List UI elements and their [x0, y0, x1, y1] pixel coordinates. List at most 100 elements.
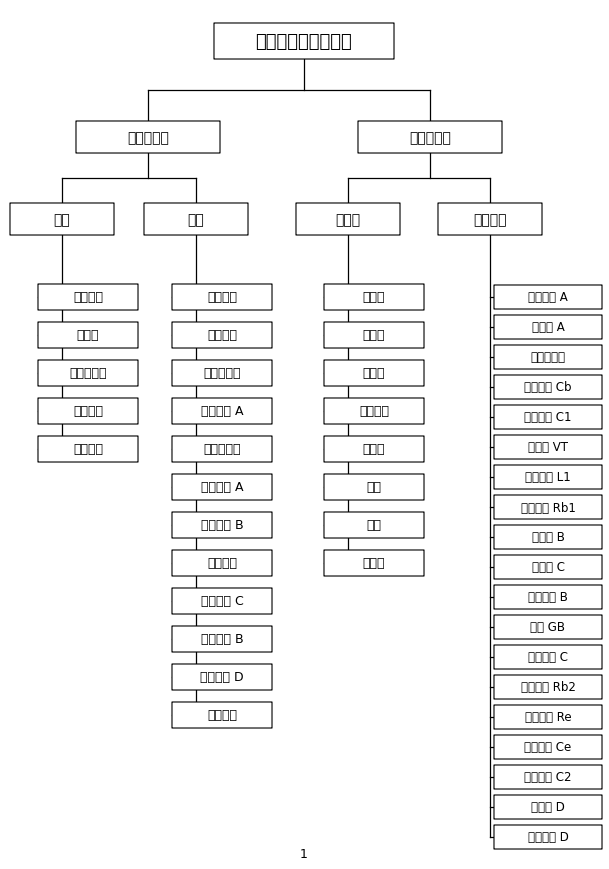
FancyBboxPatch shape	[38, 399, 138, 425]
Text: 导线孔: 导线孔	[77, 329, 99, 342]
Text: 线路板: 线路板	[363, 329, 385, 342]
Text: 顶层弹簧片: 顶层弹簧片	[203, 367, 241, 380]
Text: 螺孔: 螺孔	[367, 481, 381, 494]
FancyBboxPatch shape	[172, 399, 272, 425]
FancyBboxPatch shape	[172, 702, 272, 728]
FancyBboxPatch shape	[494, 795, 602, 819]
FancyBboxPatch shape	[172, 513, 272, 539]
FancyBboxPatch shape	[494, 586, 602, 609]
FancyBboxPatch shape	[494, 406, 602, 429]
Text: 开关垫台: 开关垫台	[359, 405, 389, 418]
Text: 电解电容 C2: 电解电容 C2	[524, 771, 572, 784]
Text: 发生器电路: 发生器电路	[409, 131, 451, 145]
FancyBboxPatch shape	[324, 361, 424, 387]
Text: 紧固螺钉 A: 紧固螺钉 A	[201, 405, 243, 418]
Text: 负极导线: 负极导线	[207, 709, 237, 721]
Text: 内扣圈: 内扣圈	[363, 557, 385, 570]
FancyBboxPatch shape	[144, 203, 248, 235]
FancyBboxPatch shape	[214, 24, 394, 60]
FancyBboxPatch shape	[324, 322, 424, 348]
FancyBboxPatch shape	[324, 436, 424, 462]
FancyBboxPatch shape	[172, 474, 272, 501]
Text: 底板螺钉 A: 底板螺钉 A	[528, 291, 568, 304]
FancyBboxPatch shape	[494, 735, 602, 760]
FancyBboxPatch shape	[494, 675, 602, 700]
FancyBboxPatch shape	[172, 664, 272, 690]
Text: 接线柱 B: 接线柱 B	[532, 531, 565, 544]
FancyBboxPatch shape	[494, 825, 602, 849]
FancyBboxPatch shape	[494, 466, 602, 489]
FancyBboxPatch shape	[324, 399, 424, 425]
Text: 耦合电感器: 耦合电感器	[530, 351, 566, 364]
Text: 电子元件: 电子元件	[473, 213, 507, 227]
Text: 1: 1	[300, 847, 308, 860]
FancyBboxPatch shape	[494, 286, 602, 309]
FancyBboxPatch shape	[38, 285, 138, 310]
Text: 限位螺钉 B: 限位螺钉 B	[201, 519, 244, 532]
Text: 底板螺钉 B: 底板螺钉 B	[528, 591, 568, 604]
FancyBboxPatch shape	[494, 646, 602, 669]
FancyBboxPatch shape	[38, 361, 138, 387]
Text: 拨块孔: 拨块孔	[363, 443, 385, 456]
Text: 接线柱 A: 接线柱 A	[532, 322, 565, 334]
FancyBboxPatch shape	[296, 203, 400, 235]
Text: 电路板: 电路板	[336, 213, 361, 227]
FancyBboxPatch shape	[324, 285, 424, 310]
FancyBboxPatch shape	[324, 474, 424, 501]
FancyBboxPatch shape	[494, 615, 602, 640]
FancyBboxPatch shape	[38, 436, 138, 462]
FancyBboxPatch shape	[172, 285, 272, 310]
FancyBboxPatch shape	[494, 315, 602, 340]
Text: 限位螺钉 D: 限位螺钉 D	[200, 671, 244, 684]
Text: 晶体管 VT: 晶体管 VT	[528, 441, 568, 454]
Text: 底层弹簧片: 底层弹簧片	[203, 443, 241, 456]
Text: 扣槽: 扣槽	[367, 519, 381, 532]
FancyBboxPatch shape	[494, 495, 602, 520]
Text: 底板螺钉 D: 底板螺钉 D	[527, 831, 568, 844]
Text: 电路图: 电路图	[363, 291, 385, 304]
FancyBboxPatch shape	[494, 346, 602, 369]
FancyBboxPatch shape	[172, 436, 272, 462]
Text: 底盒: 底盒	[54, 213, 71, 227]
Text: 偏置电阻 Rb1: 偏置电阻 Rb1	[521, 501, 576, 514]
Text: 底板螺钉 C: 底板螺钉 C	[528, 651, 568, 664]
Text: 限流线圈 L1: 限流线圈 L1	[525, 471, 571, 484]
Text: 偏置电阻 Rb2: 偏置电阻 Rb2	[521, 680, 576, 693]
FancyBboxPatch shape	[358, 122, 502, 154]
Text: 电解电容 C1: 电解电容 C1	[524, 411, 572, 424]
Text: 接线柱 D: 接线柱 D	[531, 800, 565, 813]
FancyBboxPatch shape	[172, 627, 272, 653]
Text: 顶盒本体: 顶盒本体	[207, 291, 237, 304]
FancyBboxPatch shape	[324, 550, 424, 576]
Text: 正极导线: 正极导线	[207, 329, 237, 342]
FancyBboxPatch shape	[494, 526, 602, 549]
FancyBboxPatch shape	[172, 361, 272, 387]
FancyBboxPatch shape	[494, 705, 602, 729]
Text: 限位螺钉 A: 限位螺钉 A	[201, 481, 243, 494]
Text: 电池 GB: 电池 GB	[530, 620, 566, 634]
Text: 电路板垫台: 电路板垫台	[69, 367, 107, 380]
FancyBboxPatch shape	[494, 555, 602, 580]
Text: 接线柱 C: 接线柱 C	[532, 561, 565, 574]
Text: 紧固螺钉 B: 紧固螺钉 B	[201, 633, 244, 646]
FancyBboxPatch shape	[494, 765, 602, 789]
FancyBboxPatch shape	[494, 435, 602, 460]
Text: 仿生物微电流发生器: 仿生物微电流发生器	[256, 33, 353, 51]
FancyBboxPatch shape	[324, 513, 424, 539]
Text: 顶盒: 顶盒	[188, 213, 205, 227]
FancyBboxPatch shape	[10, 203, 114, 235]
FancyBboxPatch shape	[438, 203, 542, 235]
FancyBboxPatch shape	[172, 588, 272, 614]
Text: 发生器外盒: 发生器外盒	[127, 131, 169, 145]
Text: 限位螺钉 C: 限位螺钉 C	[200, 594, 244, 607]
Text: 外扣圈: 外扣圈	[363, 367, 385, 380]
Text: 耦合电容 Ce: 耦合电容 Ce	[524, 740, 572, 753]
FancyBboxPatch shape	[38, 322, 138, 348]
FancyBboxPatch shape	[172, 550, 272, 576]
FancyBboxPatch shape	[172, 322, 272, 348]
FancyBboxPatch shape	[494, 375, 602, 400]
Text: 可调电容 Cb: 可调电容 Cb	[524, 381, 572, 394]
Text: 底盒本体: 底盒本体	[73, 291, 103, 304]
Text: 开关拨块: 开关拨块	[207, 557, 237, 570]
Text: 偏置电阻 Re: 偏置电阻 Re	[525, 711, 571, 724]
